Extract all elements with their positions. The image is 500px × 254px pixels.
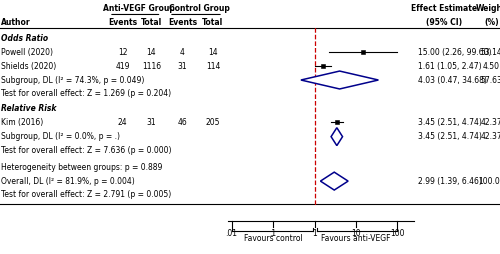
Text: Weight: Weight: [476, 4, 500, 13]
Text: 1.61 (1.05, 2.47): 1.61 (1.05, 2.47): [418, 61, 482, 71]
Text: 24: 24: [118, 118, 128, 127]
Text: 419: 419: [115, 61, 130, 71]
Text: 114: 114: [206, 61, 220, 71]
Text: 1116: 1116: [142, 61, 161, 71]
Text: 100.00: 100.00: [478, 177, 500, 186]
Text: 1: 1: [312, 229, 317, 238]
Text: Test for overall effect: Z = 1.269 (p = 0.204): Test for overall effect: Z = 1.269 (p = …: [1, 89, 171, 98]
Text: 46: 46: [178, 118, 188, 127]
Text: Control Group: Control Group: [169, 4, 230, 13]
Text: 42.37: 42.37: [480, 118, 500, 127]
Text: (%): (%): [484, 18, 499, 27]
Text: Events: Events: [108, 18, 137, 27]
Text: 4.03 (0.47, 34.68): 4.03 (0.47, 34.68): [418, 75, 488, 85]
Text: Overall, DL (I² = 81.9%, p = 0.004): Overall, DL (I² = 81.9%, p = 0.004): [1, 177, 135, 186]
Text: Favours anti-VEGF: Favours anti-VEGF: [321, 234, 390, 243]
Text: 100: 100: [390, 229, 404, 238]
Text: 205: 205: [206, 118, 220, 127]
Text: 42.37: 42.37: [480, 132, 500, 141]
Text: .01: .01: [226, 229, 237, 238]
Text: 15.00 (2.26, 99.60): 15.00 (2.26, 99.60): [418, 47, 492, 57]
Text: Shields (2020): Shields (2020): [1, 61, 56, 71]
Text: 3.45 (2.51, 4.74): 3.45 (2.51, 4.74): [418, 118, 482, 127]
Text: Favours control: Favours control: [244, 234, 302, 243]
Text: 10: 10: [351, 229, 361, 238]
Text: 31: 31: [146, 118, 156, 127]
Text: Events: Events: [168, 18, 197, 27]
Text: 3.45 (2.51, 4.74): 3.45 (2.51, 4.74): [418, 132, 482, 141]
Text: Effect Estimate: Effect Estimate: [412, 4, 478, 13]
Text: Anti-VEGF Group: Anti-VEGF Group: [103, 4, 174, 13]
Text: Total: Total: [202, 18, 224, 27]
Text: 4.50: 4.50: [483, 61, 500, 71]
Text: Heterogeneity between groups: p = 0.889: Heterogeneity between groups: p = 0.889: [1, 163, 162, 172]
Text: 2.99 (1.39, 6.46): 2.99 (1.39, 6.46): [418, 177, 482, 186]
Text: Powell (2020): Powell (2020): [1, 47, 53, 57]
Text: Odds Ratio: Odds Ratio: [1, 34, 48, 43]
Text: Subgroup, DL (I² = 74.3%, p = 0.049): Subgroup, DL (I² = 74.3%, p = 0.049): [1, 75, 144, 85]
Text: 31: 31: [178, 61, 188, 71]
Text: 12: 12: [118, 47, 127, 57]
Text: Total: Total: [141, 18, 162, 27]
Text: 4: 4: [180, 47, 185, 57]
Text: Relative Risk: Relative Risk: [1, 104, 56, 113]
Text: Test for overall effect: Z = 7.636 (p = 0.000): Test for overall effect: Z = 7.636 (p = …: [1, 146, 172, 155]
Text: 57.63: 57.63: [480, 75, 500, 85]
Text: Kim (2016): Kim (2016): [1, 118, 43, 127]
Text: Test for overall effect: Z = 2.791 (p = 0.005): Test for overall effect: Z = 2.791 (p = …: [1, 190, 171, 199]
Text: (95% CI): (95% CI): [426, 18, 462, 27]
Text: 14: 14: [146, 47, 156, 57]
Text: 14: 14: [208, 47, 218, 57]
Text: Subgroup, DL (I² = 0.0%, p = .): Subgroup, DL (I² = 0.0%, p = .): [1, 132, 120, 141]
Text: 53.14: 53.14: [480, 47, 500, 57]
Text: .1: .1: [270, 229, 276, 238]
Text: Author: Author: [1, 18, 30, 27]
